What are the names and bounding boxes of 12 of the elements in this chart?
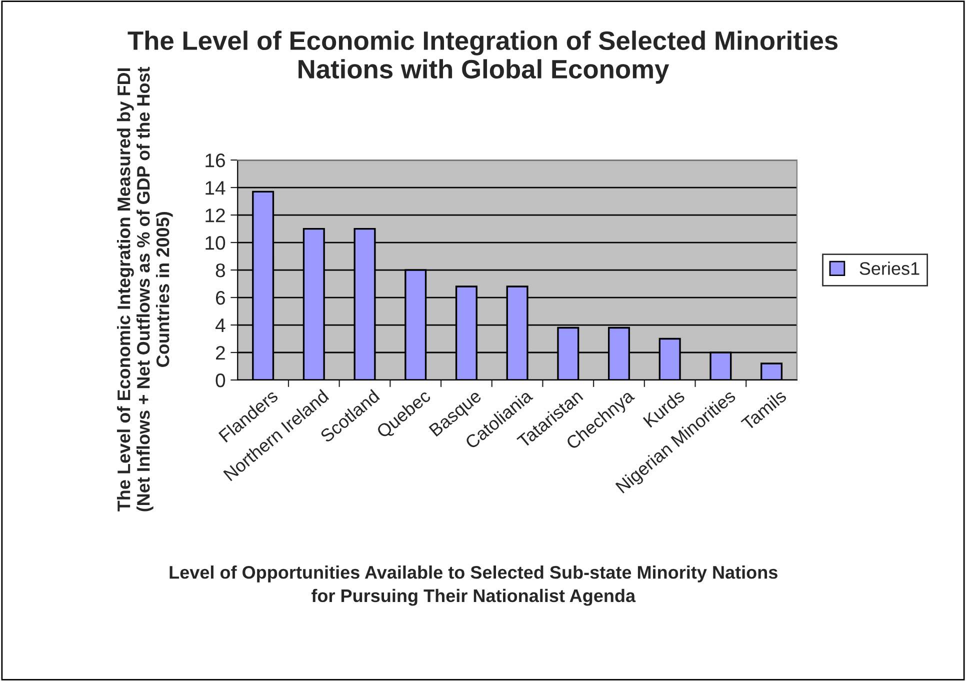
y-tick-label: 12	[206, 208, 225, 222]
y-tick-label: 0	[216, 373, 226, 388]
y-tick-label: 2	[216, 346, 225, 360]
y-tick-label: 4	[215, 318, 226, 332]
x-axis-title: Level of Opportunities Available to Selected Sub-state Minority Nations for Pursuing Their Nationalist Agenda	[170, 566, 778, 606]
y-axis-title: The Level of Economic Integration Measured by FDI (Net Inflows + Net Outflows as % of GDP of the Host Countries in 2005)	[116, 66, 173, 512]
y-tick-label: 8	[216, 263, 225, 278]
y-tick-label: 10	[206, 236, 226, 250]
y-tick-label: 6	[216, 290, 225, 305]
legend-label: Series1	[860, 262, 920, 275]
y-tick-label: 14	[206, 181, 226, 195]
y-tick-label: 16	[206, 154, 225, 168]
